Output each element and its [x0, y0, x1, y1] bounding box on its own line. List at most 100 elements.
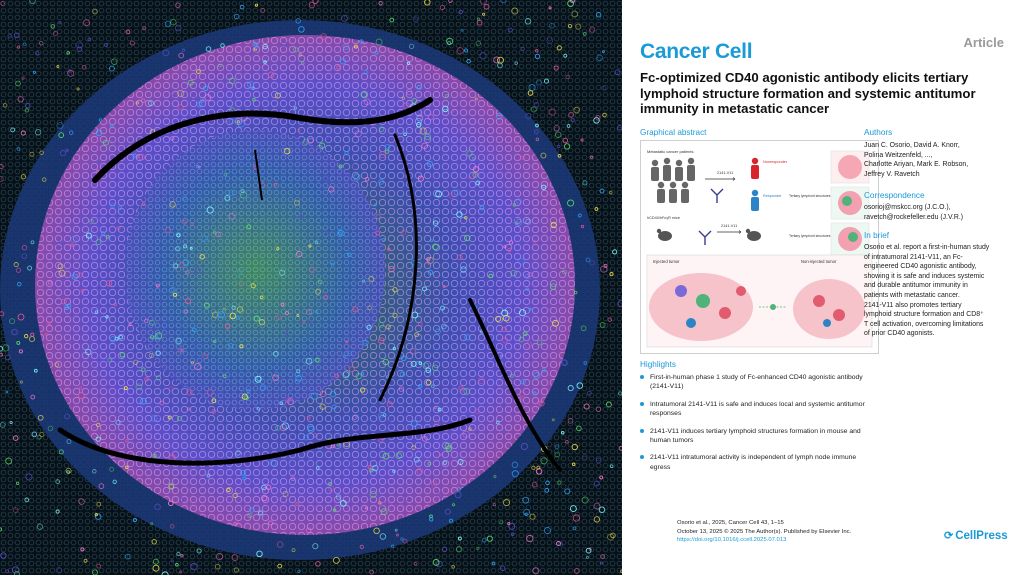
cell-nucleus-mark: [418, 361, 423, 365]
cell-nucleus-mark: [519, 391, 526, 398]
cell-nucleus-mark: [190, 222, 194, 227]
cell-nucleus-mark: [262, 43, 268, 50]
cell-nucleus-mark: [314, 240, 319, 245]
cell-nucleus-mark: [444, 508, 451, 515]
cell-nucleus-mark: [572, 526, 577, 531]
cell-nucleus-mark: [144, 376, 149, 382]
cell-nucleus-mark: [149, 319, 155, 326]
highlights-heading: Highlights: [640, 360, 676, 369]
cell-nucleus-mark: [189, 246, 193, 250]
cell-nucleus-mark: [281, 493, 288, 500]
cell-nucleus-mark: [618, 391, 622, 396]
cell-nucleus-mark: [328, 485, 335, 492]
cell-nucleus-mark: [595, 115, 601, 121]
cell-nucleus-mark: [451, 564, 456, 569]
cell-nucleus-mark: [77, 392, 85, 399]
cell-nucleus-mark: [24, 497, 30, 503]
cell-nucleus-mark: [312, 0, 319, 5]
cell-nucleus-mark: [34, 129, 42, 136]
nonresponder-icon: [751, 157, 759, 179]
cell-nucleus-mark: [317, 279, 323, 285]
cell-nucleus-mark: [433, 98, 438, 103]
cell-nucleus-mark: [533, 129, 539, 135]
cell-nucleus-mark: [89, 219, 95, 225]
cell-nucleus-mark: [493, 56, 501, 64]
cell-nucleus-mark: [385, 375, 389, 379]
cell-nucleus-mark: [418, 384, 423, 389]
cell-nucleus-mark: [448, 192, 456, 199]
cell-nucleus-mark: [125, 465, 129, 470]
cell-nucleus-mark: [250, 46, 258, 54]
cell-nucleus-mark: [448, 0, 453, 3]
cellpress-logo: ⟳ CellPress: [944, 529, 1008, 542]
cell-nucleus-mark: [315, 561, 321, 567]
cell-nucleus-mark: [431, 175, 437, 181]
cell-nucleus-mark: [608, 190, 613, 195]
cell-nucleus-mark: [168, 386, 174, 392]
cell-nucleus-mark: [362, 69, 366, 73]
cell-nucleus-mark: [435, 190, 443, 198]
email-link[interactable]: osorioj@mskcc.org (J.C.O.),: [864, 204, 951, 211]
cell-nucleus-mark: [5, 569, 10, 574]
in-brief-line: T cell activation, overcoming limitation…: [864, 320, 984, 328]
cell-nucleus-mark: [168, 500, 174, 507]
cell-nucleus-mark: [32, 70, 36, 74]
cell-nucleus-mark: [460, 28, 464, 32]
cell-nucleus-mark: [359, 387, 366, 393]
cell-nucleus-mark: [528, 83, 536, 92]
cell-nucleus-mark: [390, 80, 396, 86]
highlight-text: Intratumoral 2141-V11 is safe and induce…: [650, 400, 865, 418]
cell-nucleus-mark: [283, 147, 291, 155]
cell-nucleus-mark: [302, 138, 309, 145]
cell-nucleus-mark: [577, 213, 582, 218]
cell-nucleus-mark: [96, 501, 102, 507]
cell-nucleus-mark: [402, 494, 410, 502]
email-link[interactable]: ravetch@rockefeller.edu (J.V.R.): [864, 213, 964, 221]
cell-nucleus-mark: [85, 232, 92, 239]
cell-nucleus-mark: [503, 290, 511, 298]
cell-nucleus-mark: [109, 336, 117, 343]
cell-nucleus-mark: [374, 50, 379, 55]
cell-nucleus-mark: [180, 554, 184, 558]
cell-nucleus-mark: [239, 344, 244, 349]
cell-nucleus-mark: [484, 279, 492, 287]
doi-link[interactable]: https://doi.org/10.1016/j.ccell.2025.07.…: [677, 537, 787, 544]
cell-nucleus-mark: [94, 513, 102, 520]
cell-nucleus-mark: [514, 221, 519, 225]
cell-nucleus-mark: [50, 24, 56, 29]
cell-nucleus-mark: [481, 537, 487, 543]
cell-nucleus-mark: [106, 261, 114, 269]
cell-nucleus-mark: [215, 552, 224, 561]
cell-nucleus-mark: [20, 130, 26, 136]
cell-nucleus-mark: [471, 156, 475, 160]
cell-nucleus-mark: [565, 439, 569, 444]
in-brief-line: and durable antitumor immunity in: [864, 282, 968, 290]
cell-nucleus-mark: [392, 469, 396, 473]
cell-nucleus-mark: [515, 218, 523, 226]
cell-nucleus-mark: [557, 144, 561, 149]
cell-nucleus-mark: [501, 404, 506, 408]
injected-tumor-illustration: [649, 273, 753, 341]
cell-nucleus-mark: [541, 368, 547, 373]
cell-nucleus-mark: [240, 469, 246, 476]
cell-nucleus-mark: [466, 59, 471, 64]
cell-nucleus-mark: [539, 267, 543, 271]
cell-nucleus-mark: [267, 71, 275, 78]
cell-nucleus-mark: [436, 200, 440, 204]
cell-nucleus-mark: [194, 362, 202, 371]
cell-nucleus-mark: [196, 101, 203, 108]
in-brief-line: of intratumoral 2141-V11, an Fc-: [864, 253, 963, 261]
cell-nucleus-mark: [87, 37, 92, 42]
cell-nucleus-mark: [518, 336, 525, 343]
cell-nucleus-mark: [491, 561, 496, 566]
bullet-icon: [640, 401, 644, 406]
cell-nucleus-mark: [369, 468, 374, 473]
cell-nucleus-mark: [16, 340, 21, 345]
cell-nucleus-mark: [442, 284, 446, 289]
microscopy-image-canvas: [0, 0, 622, 575]
cell-nucleus-mark: [64, 413, 71, 420]
cell-nucleus-mark: [456, 211, 463, 218]
cell-nucleus-mark: [581, 496, 589, 504]
cell-nucleus-mark: [104, 42, 109, 47]
cell-nucleus-mark: [359, 544, 364, 550]
